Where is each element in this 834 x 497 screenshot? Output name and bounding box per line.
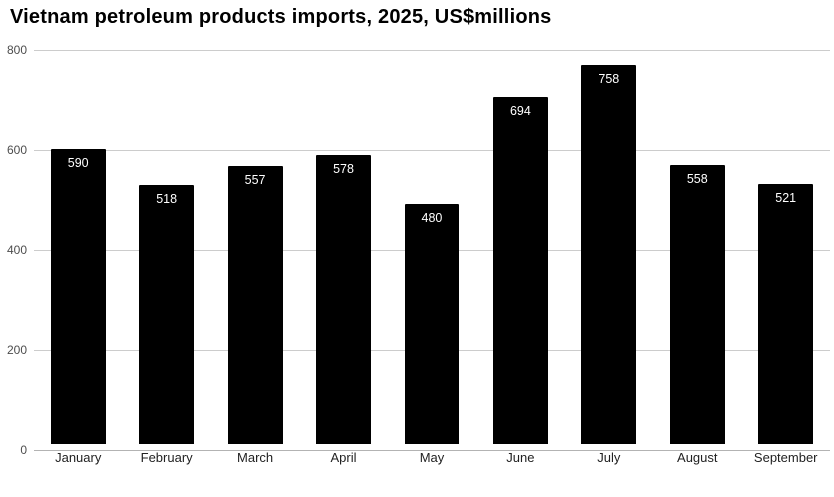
bar-value-label-august: 558 [686,172,708,187]
bar-area-january: 590 [34,50,122,445]
bar-area-march: 557 [211,50,299,445]
x-axis-label-march: March [237,450,274,466]
bar-slot-april: 578 April [299,50,387,470]
y-axis-tick-label-200: 200 [6,343,27,357]
plot-area: 590 January 518 February 557 March 578 April 480… [34,50,830,470]
bar-value-label-september: 521 [775,190,797,205]
bar-march: 557 [227,165,283,445]
bar-february: 518 [139,185,195,445]
x-axis-label-june: June [506,450,535,466]
bar-june: 694 [492,97,548,445]
bar-slot-may: 480 May [388,50,476,470]
bar-area-july: 758 [565,50,653,445]
bar-slot-february: 518 February [122,50,210,470]
bar-chart: 0 200 400 600 800 590 January 518 February 557 Ma… [7,43,830,470]
x-axis-label-september: September [753,450,818,466]
bar-value-label-june: 694 [509,104,531,119]
y-axis-tick-label-400: 400 [6,243,27,257]
bar-area-april: 578 [299,50,387,445]
bar-area-may: 480 [388,50,476,445]
bar-slot-september: 521 September [742,50,830,470]
bar-value-label-january: 590 [67,156,89,171]
x-axis-label-april: April [330,450,357,466]
bar-slot-june: 694 June [476,50,564,470]
bar-april: 578 [316,155,371,445]
bar-area-june: 694 [476,50,564,445]
x-axis-label-february: February [140,450,193,466]
bar-september: 521 [758,183,814,445]
chart-title: Vietnam petroleum products imports, 2025… [10,6,552,28]
y-axis-tick-label-600: 600 [6,143,27,157]
x-axis-label-july: July [597,450,621,466]
gridline-0 [34,450,830,451]
x-axis-label-august: August [677,450,718,466]
bar-value-label-april: 578 [333,162,354,177]
bar-value-label-may: 480 [421,211,443,226]
bar-value-label-march: 557 [244,172,266,187]
y-axis-tick-label-800: 800 [6,43,27,57]
bar-january: 590 [50,149,106,445]
bar-value-label-february: 518 [156,192,178,207]
bar-slot-january: 590 January [34,50,122,470]
bar-may: 480 [404,204,460,445]
gridline-600 [34,150,830,151]
x-axis-label-may: May [419,450,445,466]
bar-slot-august: 558 August [653,50,741,470]
bar-august: 558 [669,165,725,445]
gridline-800 [34,50,830,51]
bar-slot-march: 557 March [211,50,299,470]
bar-area-september: 521 [742,50,830,445]
bar-area-august: 558 [653,50,741,445]
bar-area-february: 518 [122,50,210,445]
y-axis-tick-label-0: 0 [20,443,27,457]
bar-july: 758 [581,65,637,445]
bar-slot-july: 758 July [565,50,653,470]
bar-value-label-july: 758 [598,72,620,87]
x-axis-label-january: January [55,450,102,466]
